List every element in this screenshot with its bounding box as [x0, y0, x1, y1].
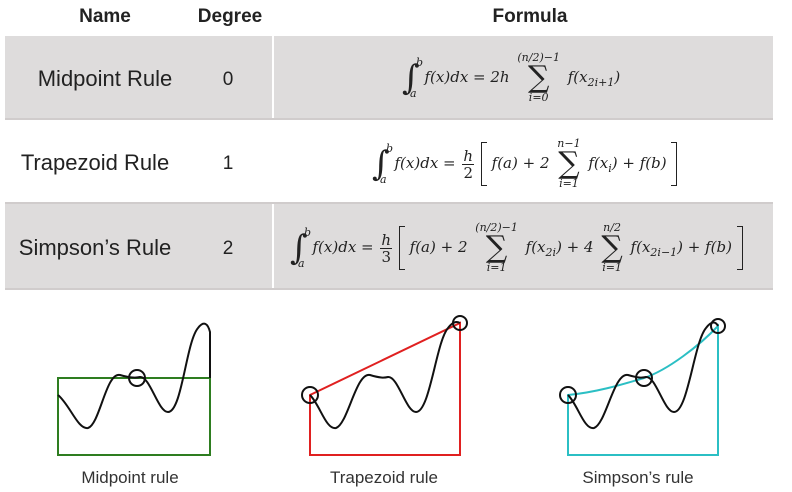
row-degree-midpoint: 0	[222, 69, 234, 90]
endpoint-marker	[301, 386, 319, 404]
row-name-midpoint: Midpoint Rule	[37, 66, 173, 91]
trapezoid-shape	[309, 321, 461, 456]
midpoint-marker	[635, 369, 653, 387]
formula-midpoint: ∫ b a f(x)dx = 2h (n/2)−1 ∑ i=0 f(x2i+1)	[402, 52, 620, 104]
caption-simpson: Simpson’s rule	[582, 468, 694, 487]
right-bracket	[736, 226, 743, 270]
integral-sign: ∫ b a	[290, 226, 312, 270]
row-degree-simpson: 2	[222, 238, 234, 259]
sum-term: f(x2i+1)	[567, 68, 621, 89]
upper-limit: b	[416, 56, 424, 69]
endpoint-marker	[559, 386, 577, 404]
function-curve	[567, 321, 719, 429]
trapezoid-diagram	[301, 315, 468, 456]
midpoint-diagram	[57, 322, 211, 456]
integral-expression: f(x)dx =	[394, 154, 456, 172]
summation: n/2 ∑ i=1	[601, 221, 623, 274]
column-divider	[272, 204, 274, 288]
header-degree: Degree	[197, 6, 263, 27]
function-curve	[309, 321, 461, 429]
header-name: Name	[79, 6, 131, 27]
row-separator	[5, 202, 773, 204]
lower-limit: a	[410, 87, 417, 100]
left-bracket	[398, 226, 405, 270]
integral-expression: f(x)dx = 2h	[424, 68, 510, 86]
integral-sign: ∫ b a	[372, 142, 394, 186]
midpoint-rectangle	[57, 377, 211, 456]
formula-part: f(a) + 2	[491, 154, 550, 172]
simpson-parabola-area	[567, 323, 719, 456]
endpoint-marker	[710, 318, 726, 334]
midpoint-marker	[128, 369, 146, 387]
formula-part: f(a) + 2	[409, 238, 468, 256]
function-curve	[57, 322, 211, 429]
table-row-midpoint	[5, 36, 773, 118]
summation: n−1 ∑ i=1	[557, 137, 581, 190]
row-separator	[5, 118, 773, 120]
summation: (n/2)−1 ∑ i=0	[517, 51, 560, 104]
left-bracket	[480, 142, 487, 186]
table-row-simpson	[5, 204, 773, 288]
simpson-diagram	[559, 318, 726, 456]
integration-diagrams	[57, 315, 726, 456]
sum-upper: (n/2)−1	[517, 51, 560, 64]
sum-lower: i=0	[528, 91, 549, 104]
right-bracket	[671, 142, 678, 186]
row-separator	[5, 288, 773, 290]
formula-part: f(xi) + f(b)	[588, 154, 667, 175]
header-formula: Formula	[492, 6, 568, 27]
row-name-trapezoid: Trapezoid Rule	[20, 150, 170, 175]
formula-part: f(x2i) + 4	[525, 238, 594, 259]
formula-part: f(x2i−1) + f(b)	[630, 238, 732, 259]
integral-expression: f(x)dx =	[312, 238, 374, 256]
caption-trapezoid: Trapezoid rule	[329, 468, 439, 487]
summation: (n/2)−1 ∑ i=1	[475, 221, 518, 274]
row-degree-trapezoid: 1	[222, 153, 234, 174]
column-divider	[272, 36, 274, 118]
caption-midpoint: Midpoint rule	[81, 468, 179, 487]
integral-sign: ∫ b a	[402, 56, 424, 100]
row-name-simpson: Simpson’s Rule	[18, 235, 172, 260]
endpoint-marker	[452, 315, 468, 331]
